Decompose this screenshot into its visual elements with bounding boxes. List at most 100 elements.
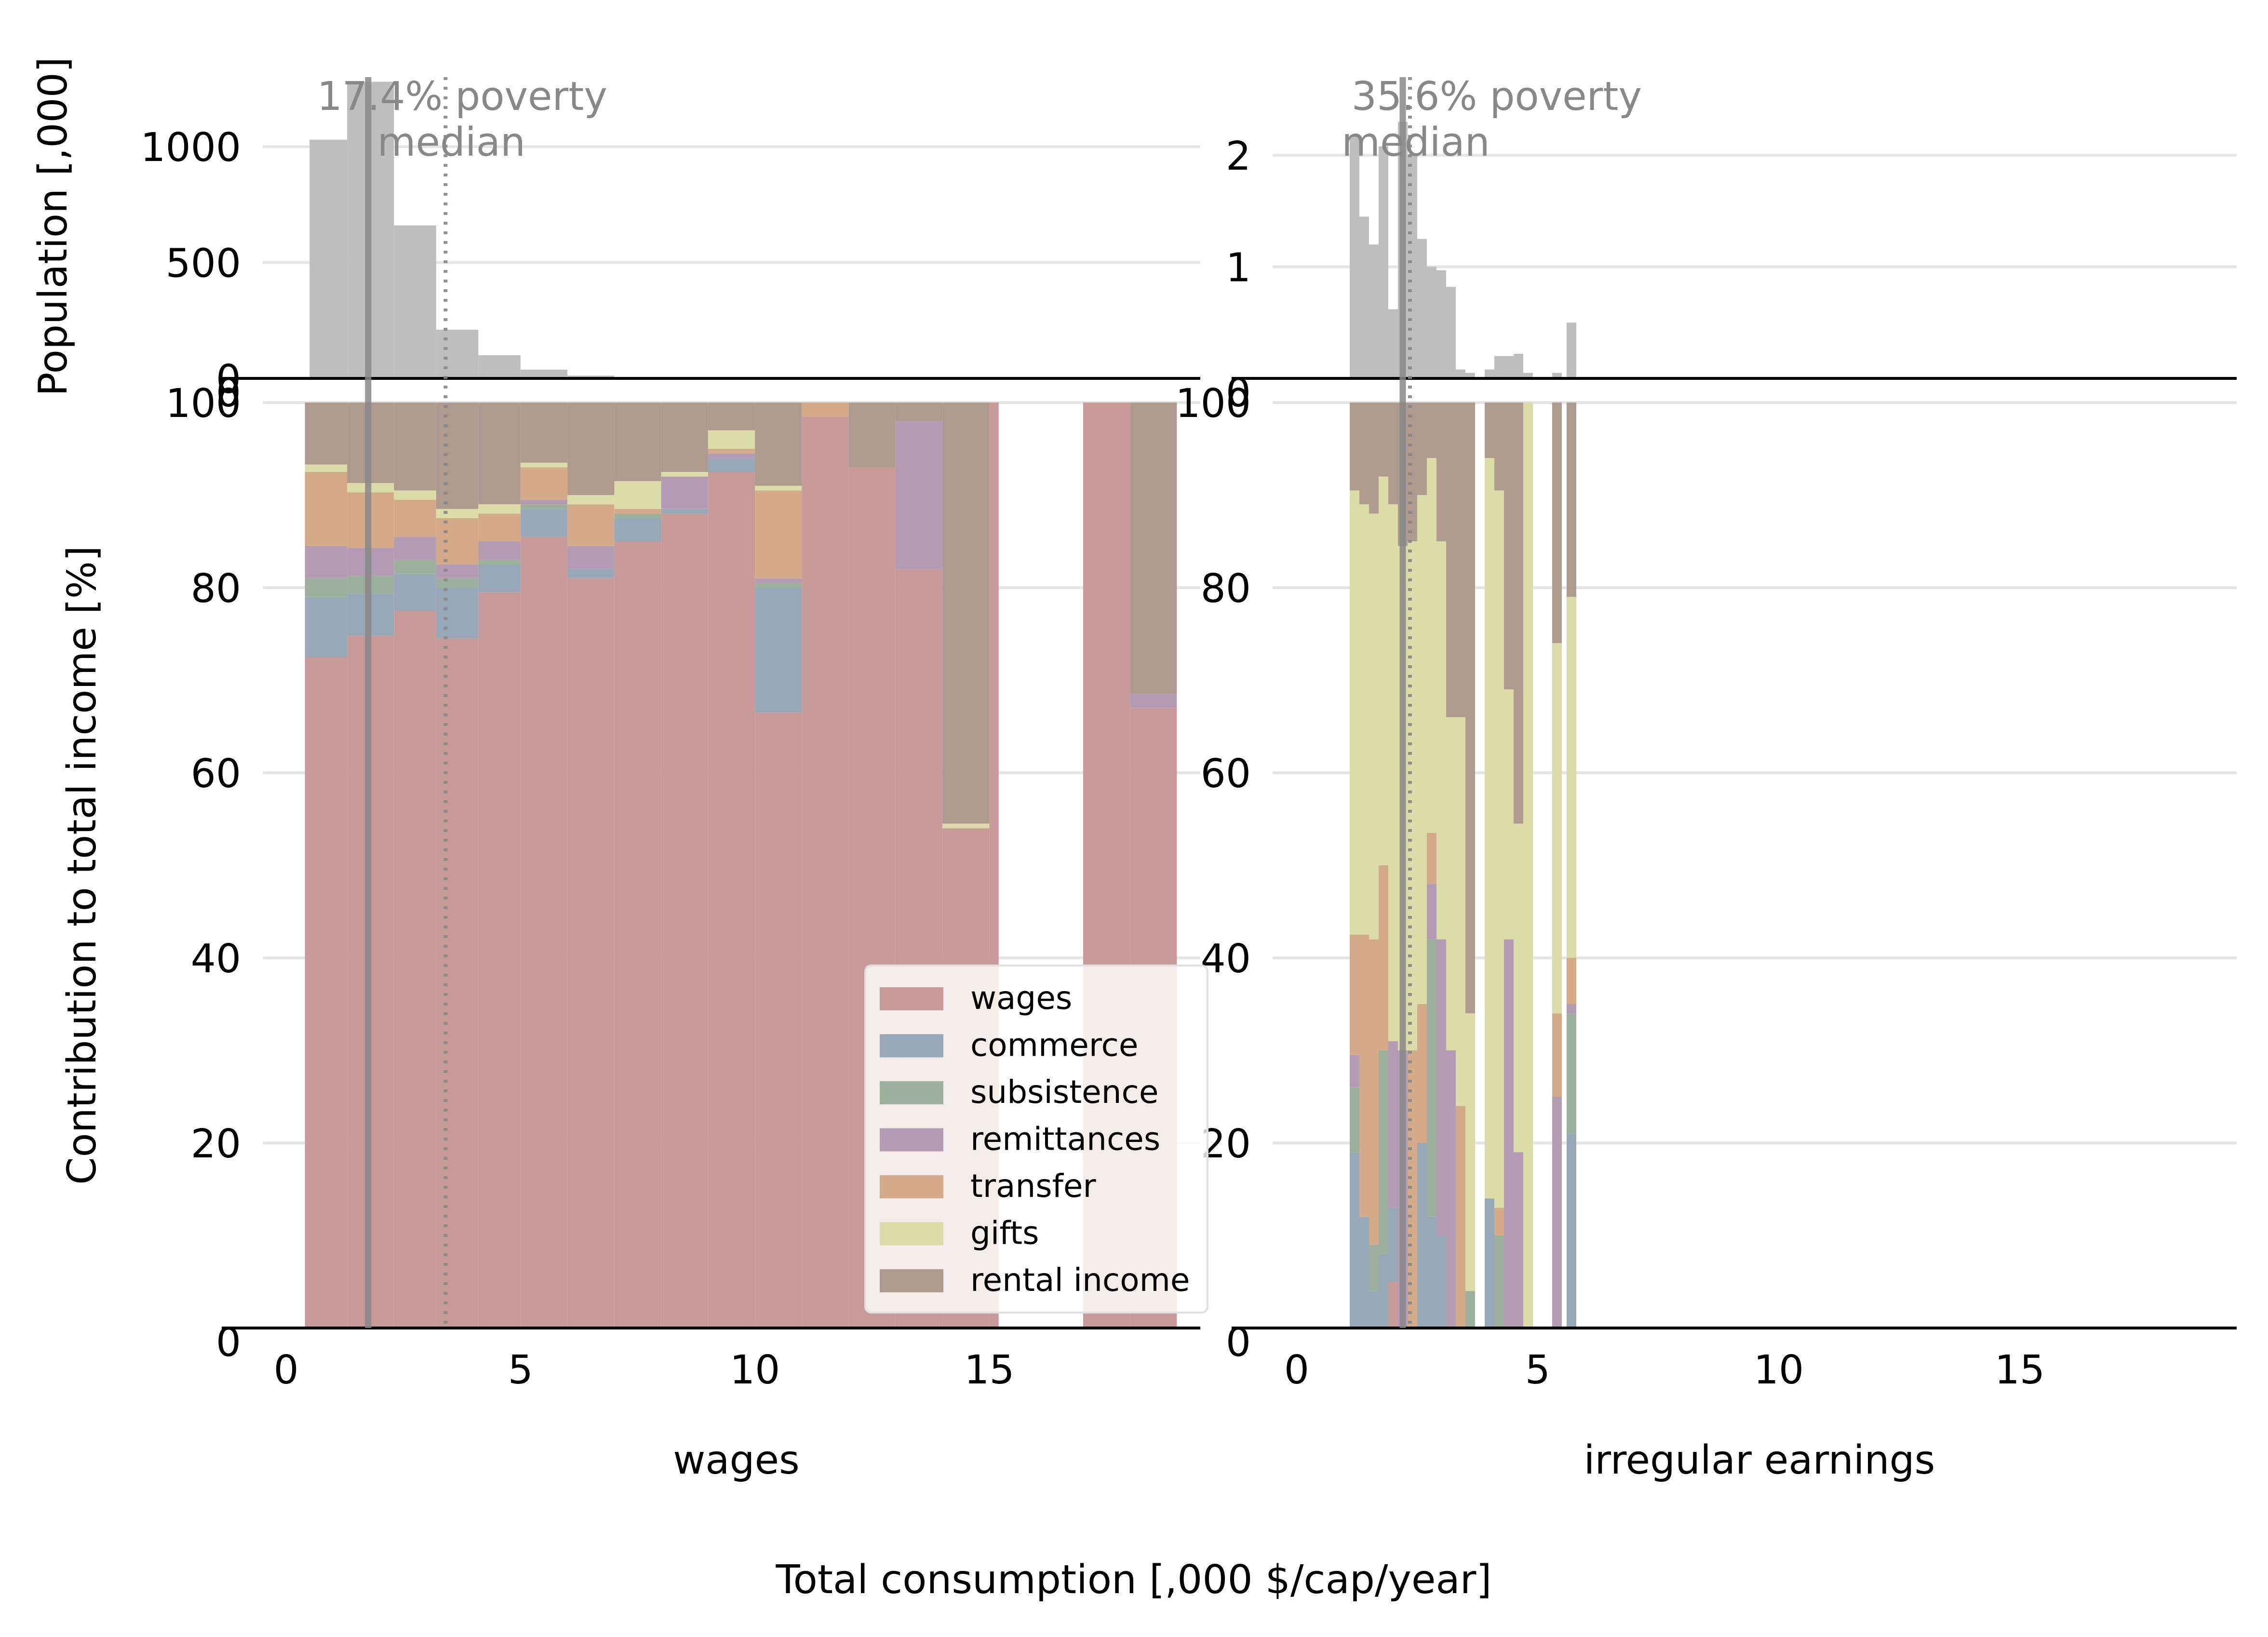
- legend-swatch-gifts: [880, 1222, 943, 1246]
- stacked-bar-remittances: [895, 421, 943, 569]
- stacked-bar-commerce: [394, 574, 436, 611]
- hist-bar: [1552, 373, 1562, 378]
- stacked-bar-rental-income: [520, 403, 568, 463]
- stacked-bar-gifts: [1417, 495, 1427, 1004]
- stacked-bar-commerce: [520, 509, 568, 537]
- hist-bar: [1514, 354, 1523, 378]
- stacked-bar-commerce: [436, 588, 479, 639]
- hist-bar: [1567, 322, 1576, 378]
- stacked-bar-transfer: [755, 490, 802, 578]
- stacked-bar-rental-income: [1427, 403, 1436, 458]
- stacked-bar-remittances: [661, 476, 708, 509]
- stacked-bar-rental-income: [1465, 403, 1475, 1014]
- stacked-bar-gifts: [436, 509, 479, 518]
- stacked-bar-rental-income: [848, 403, 896, 468]
- ylabel-contribution: Contribution to total income [%]: [59, 546, 105, 1184]
- stacked-bar-rental-income: [1436, 403, 1446, 541]
- stacked-bar-gifts: [1456, 717, 1465, 1106]
- stacked-bar-transfer: [1494, 1208, 1504, 1235]
- column-xlabel: wages: [673, 1437, 800, 1483]
- stacked-bar-remittances: [567, 546, 615, 569]
- stacked-ytick-label: 40: [191, 936, 241, 982]
- stacked-ytick-label: 20: [191, 1121, 241, 1167]
- hist-bar: [1485, 369, 1494, 378]
- stacked-bar-gifts: [1552, 643, 1562, 1014]
- stacked-bar-subsistence: [1369, 1245, 1379, 1291]
- stacked-bar-remittances: [1446, 1050, 1456, 1328]
- stacked-bar-gifts: [1427, 458, 1436, 833]
- hist-bar: [1456, 369, 1465, 378]
- stacked-bar-gifts: [1465, 1013, 1475, 1291]
- stacked-bar-transfer: [1350, 935, 1359, 1055]
- stacked-bar-gifts: [1446, 717, 1456, 1050]
- stacked-bar-commerce: [305, 597, 348, 657]
- stacked-bar-subsistence: [394, 560, 436, 574]
- stacked-bar-commerce: [661, 509, 708, 514]
- stacked-bar-commerce: [1369, 1291, 1379, 1328]
- stacked-bar-commerce: [1567, 1133, 1576, 1328]
- stacked-bar-remittances: [520, 499, 568, 505]
- stacked-bar-remittances: [1388, 1041, 1398, 1208]
- stacked-bar-remittances: [1130, 694, 1177, 708]
- stacked-bar-gifts: [394, 490, 436, 500]
- stacked-bar-gifts: [1436, 541, 1446, 939]
- stacked-bar-gifts: [305, 464, 348, 472]
- stacked-bar-wages: [708, 472, 755, 1328]
- stacked-bar-gifts: [708, 430, 755, 449]
- median-annotation: median: [1342, 120, 1490, 165]
- stacked-bar-remittances: [708, 453, 755, 458]
- stacked-bar-subsistence: [305, 578, 348, 597]
- stacked-bar-gifts: [942, 823, 990, 829]
- hist-bar: [1446, 287, 1456, 378]
- hist-bar: [1379, 146, 1388, 378]
- stacked-bar-commerce: [1388, 1208, 1398, 1282]
- stacked-bar-rental-income: [1485, 403, 1494, 458]
- stacked-bar-transfer: [802, 403, 849, 416]
- stacked-bar-gifts: [1523, 403, 1533, 1328]
- hist-ytick-label: 500: [165, 241, 241, 287]
- stacked-bar-subsistence: [755, 583, 802, 588]
- stacked-bar-transfer: [1417, 1004, 1427, 1143]
- stacked-bar-rental-income: [661, 403, 708, 472]
- stacked-bar-transfer: [478, 513, 521, 541]
- stacked-bar-rental-income: [1567, 403, 1576, 597]
- stacked-bar-rental-income: [1369, 403, 1379, 514]
- legend-label-transfer: transfer: [970, 1167, 1097, 1205]
- stacked-bar-remittances: [478, 541, 521, 560]
- stacked-bar-gifts: [661, 472, 708, 477]
- stacked-bar-rental-income: [1130, 403, 1177, 694]
- stacked-bar-wages: [520, 537, 568, 1328]
- stacked-bar-wages: [755, 712, 802, 1328]
- stacked-bar-rental-income: [1456, 403, 1465, 717]
- stacked-bar-rental-income: [1359, 403, 1369, 505]
- hist-ytick-label: 1: [1226, 245, 1251, 291]
- stacked-bar-commerce: [567, 569, 615, 578]
- hist-bar: [1523, 373, 1533, 378]
- stacked-bar-transfer: [1379, 865, 1388, 1050]
- xtick-label: 10: [730, 1347, 780, 1393]
- stacked-bar-gifts: [1494, 490, 1504, 1208]
- stacked-bar-subsistence: [436, 578, 479, 588]
- stacked-bar-rental-income: [567, 403, 615, 495]
- stacked-bar-transfer: [1567, 958, 1576, 1004]
- poverty-annotation: 35.6% poverty: [1352, 74, 1642, 120]
- stacked-bar-subsistence: [1427, 939, 1436, 1217]
- stacked-bar-rental-income: [1504, 403, 1514, 690]
- stacked-bar-transfer: [394, 499, 436, 537]
- hist-bar: [436, 330, 479, 378]
- hist-ytick-label: 2: [1226, 134, 1251, 179]
- stacked-bar-rental-income: [895, 403, 943, 421]
- stacked-bar-remittances: [436, 564, 479, 578]
- hist-bar: [1504, 356, 1514, 378]
- stacked-ytick-label: 60: [191, 751, 241, 797]
- stacked-bar-commerce: [1379, 1254, 1388, 1328]
- hist-bar: [1427, 267, 1436, 378]
- xtick-label: 0: [274, 1347, 299, 1393]
- hist-bar: [1436, 270, 1446, 378]
- stacked-bar-gifts: [614, 481, 661, 509]
- stacked-bar-rental-income: [708, 403, 755, 430]
- xlabel-total-consumption: Total consumption [,000 $/cap/year]: [776, 1557, 1492, 1603]
- stacked-bar-transfer: [708, 449, 755, 454]
